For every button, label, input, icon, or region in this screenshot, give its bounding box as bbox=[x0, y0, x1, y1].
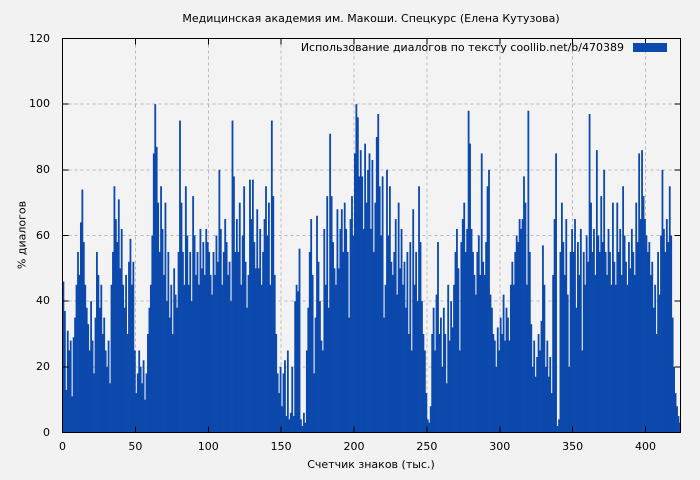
y-tick-label: 60 bbox=[36, 228, 50, 242]
legend: Использование диалогов по тексту coollib… bbox=[301, 41, 667, 54]
y-tick-label: 20 bbox=[36, 359, 50, 373]
x-tick-label: 400 bbox=[635, 440, 657, 453]
legend-swatch bbox=[633, 43, 667, 52]
legend-label: Использование диалогов по тексту coollib… bbox=[300, 41, 624, 54]
x-tick-label: 150 bbox=[270, 440, 292, 453]
y-tick-label: 120 bbox=[29, 31, 50, 45]
y-tick-label: 100 bbox=[29, 97, 50, 111]
x-tick-label: 100 bbox=[197, 440, 219, 453]
x-tick-label: 50 bbox=[128, 440, 143, 453]
x-tick-label: 350 bbox=[562, 440, 584, 453]
y-tick-label: 80 bbox=[36, 162, 50, 176]
y-tick-label: 0 bbox=[43, 425, 50, 439]
y-tick-label: 40 bbox=[36, 294, 50, 308]
x-tick-label: 200 bbox=[343, 440, 365, 453]
x-axis-label: Счетчик знаков (тыс.) bbox=[307, 458, 435, 471]
x-tick-label: 300 bbox=[489, 440, 511, 453]
x-tick-label: 250 bbox=[416, 440, 438, 453]
chart-title: Медицинская академия им. Макоши. Спецкур… bbox=[182, 12, 560, 25]
x-tick-label: 0 bbox=[59, 440, 66, 453]
